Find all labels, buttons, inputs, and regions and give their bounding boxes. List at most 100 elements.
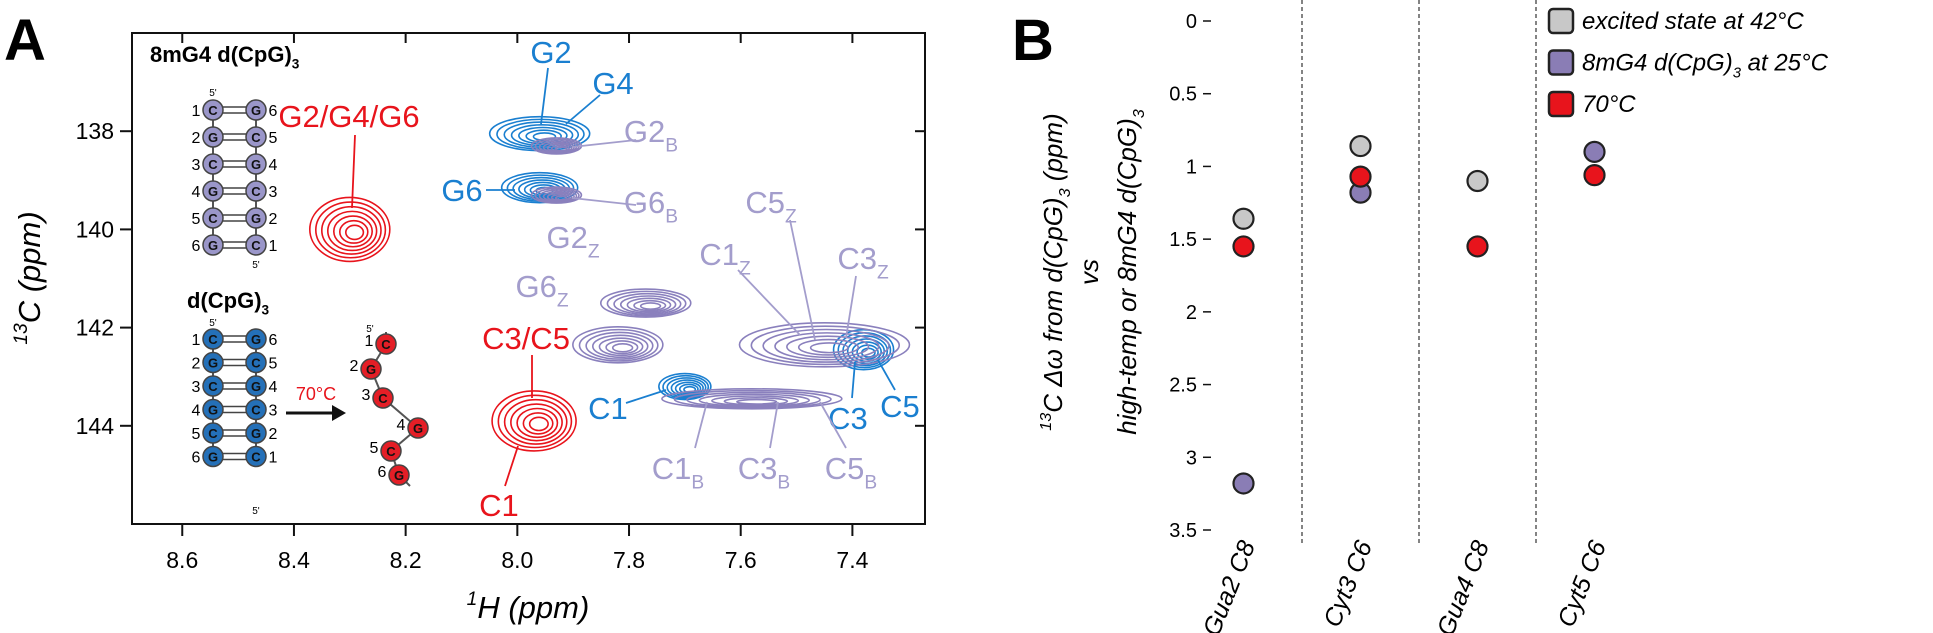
data-point xyxy=(1583,164,1606,187)
contour-line xyxy=(626,297,672,313)
contour-line xyxy=(605,340,639,355)
text-part: C1 xyxy=(479,488,519,523)
base-letter: G xyxy=(208,356,218,371)
contour-line xyxy=(774,332,880,361)
leader-line xyxy=(540,67,549,125)
position-number: 6 xyxy=(192,450,201,467)
peak-label: G4 xyxy=(592,66,633,101)
text-part: vs xyxy=(1074,259,1104,285)
y-tick-label: 2.5 xyxy=(1169,375,1197,397)
contour-line xyxy=(585,331,654,360)
contour-line xyxy=(662,374,710,400)
contour-line xyxy=(599,288,692,318)
text-part: G2 xyxy=(624,114,665,149)
leader-line xyxy=(571,139,637,148)
position-number: 4 xyxy=(192,184,201,201)
position-number: 5 xyxy=(269,356,278,373)
contour-line xyxy=(683,385,697,394)
five-prime: 5' xyxy=(252,506,260,517)
position-number: 4 xyxy=(192,403,201,420)
base-letter: G xyxy=(413,421,423,436)
text-part: Z xyxy=(785,206,797,227)
text-part: B xyxy=(665,206,678,227)
base-letter: G xyxy=(251,211,261,226)
base-letter: C xyxy=(251,238,261,253)
position-number: 5 xyxy=(192,426,201,443)
base-letter: C xyxy=(386,444,396,459)
base-letter: G xyxy=(366,362,376,377)
position-number: 1 xyxy=(192,103,201,120)
y-axis-label: vs xyxy=(1074,259,1104,285)
base-letter: C xyxy=(378,391,388,406)
text-part: H (ppm) xyxy=(477,590,589,625)
legend-label: 70°C xyxy=(1582,91,1636,118)
text-part: d(CpG) xyxy=(187,288,262,313)
leader-line xyxy=(351,134,356,209)
nucleotide xyxy=(372,387,394,409)
contour-line xyxy=(639,302,662,310)
nucleotide xyxy=(202,99,224,121)
data-point xyxy=(1466,235,1489,258)
nucleotide xyxy=(245,180,267,202)
leader-line xyxy=(845,275,857,339)
peak-label: G2 xyxy=(530,35,571,70)
text-part: excited state at 42°C xyxy=(1582,8,1804,35)
contour-line xyxy=(611,343,634,353)
text-part: 3 xyxy=(262,303,270,318)
inset-title: d(CpG)3 xyxy=(187,288,270,318)
peak-label: C5B xyxy=(825,451,877,493)
base-letter: C xyxy=(381,337,391,352)
contour-line xyxy=(598,337,644,357)
base-letter: G xyxy=(208,184,218,199)
y-tick-label: 2 xyxy=(1186,302,1197,324)
base-letter: C xyxy=(251,450,261,465)
contour-line xyxy=(673,389,832,409)
contour-line xyxy=(578,328,659,362)
nucleotide xyxy=(245,126,267,148)
position-number: 1 xyxy=(269,238,278,255)
nucleotide xyxy=(245,398,267,421)
contour-line xyxy=(497,394,573,449)
five-prime: 5' xyxy=(252,260,260,271)
x-tick-label: 8.6 xyxy=(166,547,198,573)
base-letter: C xyxy=(251,130,261,145)
text-part: 3 xyxy=(1130,109,1148,118)
text-part: C5 xyxy=(825,451,865,486)
contour-line xyxy=(500,171,579,204)
position-number: 5 xyxy=(192,211,201,228)
text-part: B xyxy=(777,472,790,493)
position-number: 2 xyxy=(269,426,278,443)
text-part: at 25°C xyxy=(1741,50,1829,77)
peak-label: C1 xyxy=(479,488,519,523)
text-part: C Δω from d(CpG) xyxy=(1038,197,1068,412)
text-part: Z xyxy=(557,290,569,311)
position-number: 3 xyxy=(269,403,278,420)
nucleotide xyxy=(202,398,224,421)
legend-swatch xyxy=(1547,7,1575,35)
text-part: 70°C xyxy=(1582,91,1636,118)
peak xyxy=(491,390,577,452)
contour-line xyxy=(658,372,712,401)
leader-line xyxy=(694,401,708,449)
y-tick-label: 0 xyxy=(1186,11,1197,33)
text-part: Z xyxy=(877,262,889,283)
contour-line xyxy=(326,210,378,252)
text-part: Z xyxy=(588,241,600,262)
nucleotide xyxy=(388,464,410,486)
x-tick-label: 8.2 xyxy=(390,547,422,573)
position-number: 6 xyxy=(269,103,278,120)
peak xyxy=(530,186,583,204)
y-tick-label: 3.5 xyxy=(1169,520,1197,542)
contour-line xyxy=(832,328,895,371)
y-tick-label: 3 xyxy=(1186,447,1197,469)
nucleotide xyxy=(375,333,397,355)
contour-line xyxy=(750,325,901,366)
legend-label: 8mG4 d(CpG)3 at 25°C xyxy=(1582,50,1829,82)
peak-label: G6B xyxy=(624,185,678,227)
base-letter: G xyxy=(208,238,218,253)
nucleotide xyxy=(202,234,224,256)
text-part: 3 xyxy=(1733,66,1742,82)
contour-line xyxy=(592,334,649,359)
